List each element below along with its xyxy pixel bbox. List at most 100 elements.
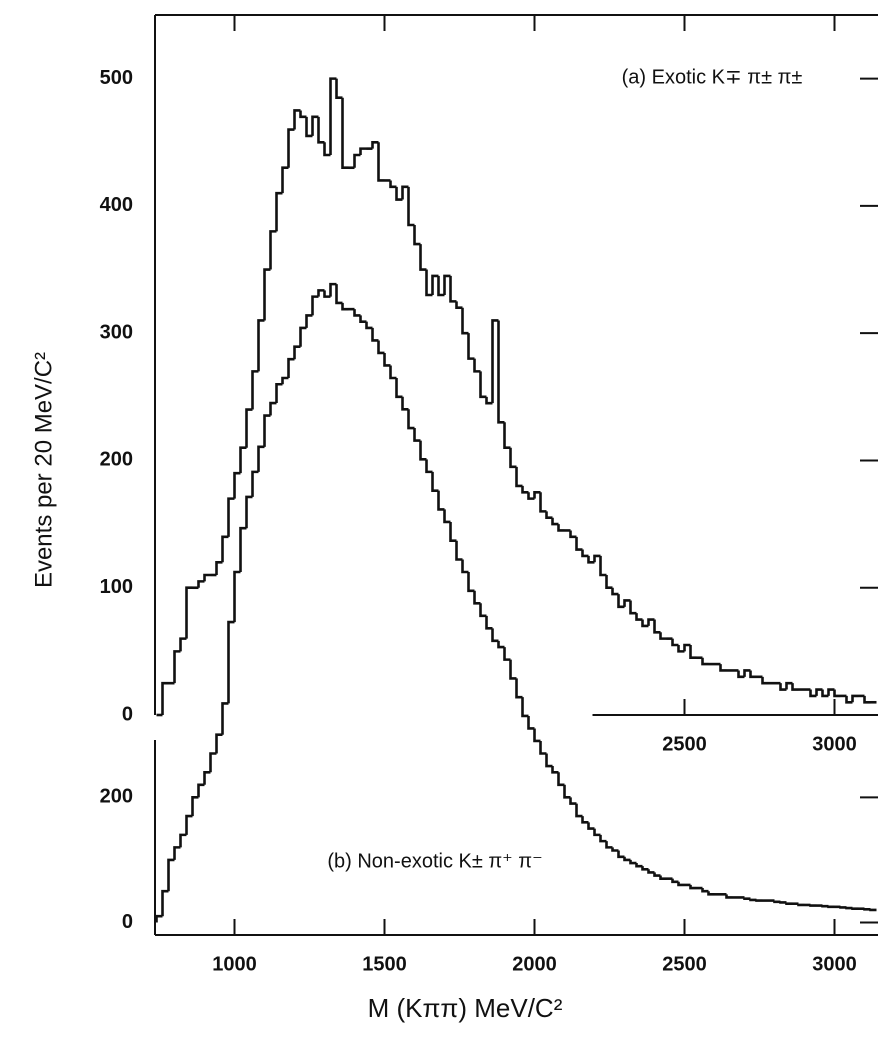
histogram-step: [539, 492, 547, 513]
y-tick-label: 500: [100, 67, 133, 89]
histogram-step: [191, 796, 199, 817]
histogram-step: [509, 659, 517, 680]
y-tick-label: 0: [122, 703, 133, 725]
histogram-step: [809, 904, 817, 907]
histogram-step: [437, 490, 445, 511]
histogram-step: [599, 555, 607, 577]
histogram-step: [185, 586, 193, 639]
histogram-step: [281, 376, 289, 385]
histogram-step: [287, 357, 295, 378]
histogram-step: [353, 153, 361, 168]
histogram-step: [677, 645, 685, 653]
histogram-step: [707, 891, 715, 896]
histogram-step: [785, 902, 793, 906]
histogram-step: [383, 352, 391, 367]
histogram-step: [509, 447, 517, 469]
histogram-step: [395, 377, 403, 399]
histogram-step: [293, 109, 301, 130]
histogram-step: [173, 650, 181, 684]
histogram-step: [659, 632, 667, 640]
histogram-step: [653, 872, 661, 877]
y-tick-label: 300: [100, 321, 133, 343]
histogram-step: [503, 422, 511, 450]
histogram-step: [473, 590, 481, 605]
histogram-step: [389, 180, 397, 189]
y-tick-label: 400: [100, 194, 133, 216]
histogram-step: [521, 485, 529, 494]
histogram-step: [233, 570, 241, 623]
histogram-step: [455, 301, 463, 310]
histogram-step: [749, 898, 757, 902]
histogram-step: [401, 185, 409, 200]
histogram-step: [443, 274, 451, 295]
histogram-step: [689, 884, 697, 890]
histogram-step: [671, 638, 679, 647]
histogram-step: [407, 186, 415, 227]
histogram-step: [371, 140, 379, 149]
histogram-step: [587, 555, 595, 564]
histogram-step: [617, 594, 625, 609]
histogram-step: [629, 859, 637, 865]
histogram-step: [341, 97, 349, 170]
histogram-step: [689, 645, 697, 660]
histogram-step: [209, 752, 217, 773]
histogram-step: [461, 307, 469, 335]
histogram-step: [467, 572, 475, 593]
histogram-step: [377, 340, 385, 355]
histogram-step: [467, 333, 475, 360]
x-tick-label: 2500: [662, 733, 707, 755]
histogram-step: [227, 620, 235, 704]
histogram-step: [305, 314, 313, 328]
histogram-step: [281, 166, 289, 194]
histogram-step: [815, 688, 823, 696]
histogram-step: [203, 770, 211, 785]
histogram-step: [431, 471, 439, 492]
histogram-step: [779, 901, 787, 904]
histogram-step: [623, 599, 631, 607]
histogram-step: [401, 396, 409, 411]
histogram-step: [737, 670, 745, 679]
histogram-step: [569, 797, 577, 805]
histogram-step: [845, 906, 853, 910]
histogram-step: [611, 587, 619, 596]
histogram-step: [797, 903, 805, 907]
histogram-step: [293, 345, 301, 360]
histogram-step: [635, 613, 643, 621]
histogram-step: [521, 697, 529, 718]
y-axis-label: Events per 20 MeV/C²: [30, 352, 57, 588]
histogram-step: [773, 900, 781, 904]
histogram-step: [557, 772, 565, 787]
histogram-step: [581, 549, 589, 558]
histogram-step: [563, 784, 571, 799]
histogram-step: [329, 282, 337, 297]
histogram-step: [587, 822, 595, 830]
histogram-step: [389, 365, 397, 380]
histogram-step: [791, 683, 799, 691]
histogram-step: [161, 681, 169, 715]
y-tick-label: 0: [122, 911, 133, 933]
histogram-step: [593, 554, 601, 563]
histogram-step: [323, 142, 331, 157]
histogram-step: [497, 640, 505, 649]
histogram-step: [215, 560, 223, 575]
histogram-step: [395, 186, 403, 201]
histogram-step: [827, 688, 835, 696]
y-tick-label: 200: [100, 786, 133, 808]
histogram-step: [287, 128, 295, 168]
histogram-step: [839, 906, 847, 909]
histogram-step: [263, 268, 271, 321]
histogram-step: [257, 319, 265, 372]
histogram-step: [575, 536, 583, 551]
histogram-step: [197, 783, 205, 798]
x-tick-label: 3000: [812, 733, 857, 755]
histogram-step: [869, 908, 877, 912]
x-tick-label: 2000: [512, 953, 557, 975]
histogram-step: [545, 511, 553, 520]
histogram-step: [449, 275, 457, 303]
histogram-step: [275, 382, 283, 404]
histogram-step: [239, 526, 247, 573]
x-axis-label: M (Kππ) MeV/C²: [368, 993, 563, 1023]
histogram-step: [545, 753, 553, 768]
x-tick-label: 1000: [212, 953, 257, 975]
